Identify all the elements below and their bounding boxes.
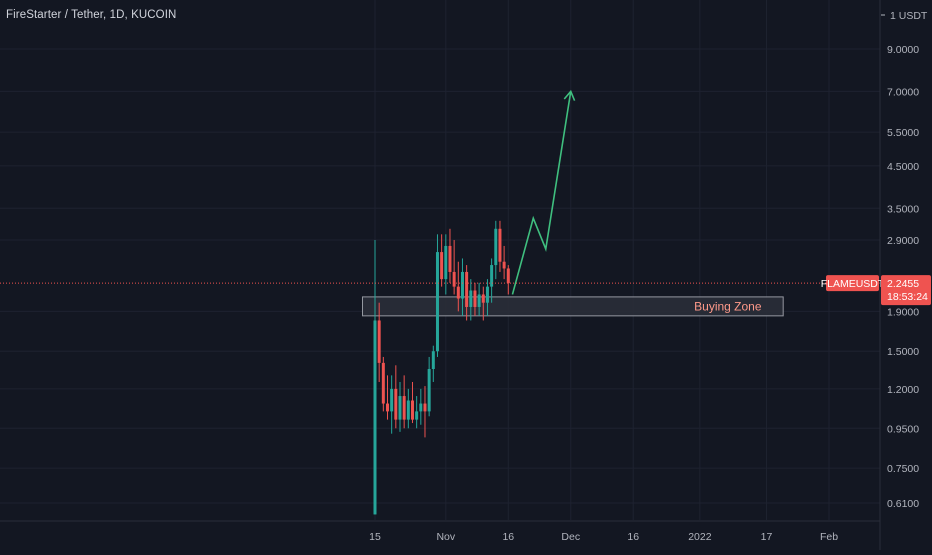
chart-title: FireStarter / Tether, 1D, KUCOIN — [6, 9, 177, 21]
time-tick-label: 16 — [502, 531, 514, 543]
candle-body — [373, 320, 377, 515]
candle-body — [494, 228, 498, 266]
symbol-tag-label: FLAMEUSDT — [821, 278, 885, 290]
price-axis-bg — [880, 0, 932, 550]
candle-body — [440, 252, 444, 280]
projection-path[interactable] — [511, 91, 572, 295]
time-tick-label: 15 — [369, 531, 381, 543]
candle-body — [477, 294, 481, 307]
candle-body — [423, 403, 427, 412]
price-tag-value: 2.2455 — [887, 278, 919, 290]
time-tick-label: 2022 — [688, 531, 712, 543]
candle-body — [502, 261, 506, 269]
candle-body — [398, 396, 402, 420]
candle-body — [431, 351, 435, 370]
candle-body — [490, 265, 494, 287]
candles — [373, 220, 510, 515]
candle-body — [381, 362, 385, 404]
candle-body — [390, 388, 394, 412]
time-tick-label: Dec — [561, 531, 580, 543]
projection-arrow[interactable] — [511, 89, 576, 295]
currency-label[interactable]: 1 USDT — [890, 10, 928, 22]
price-tag-countdown: 18:53:24 — [887, 291, 928, 303]
price-tick-label: 2.9000 — [887, 235, 919, 247]
candle-body — [435, 252, 439, 352]
candle-body — [394, 388, 398, 420]
candle-body — [377, 320, 381, 363]
candle-body — [460, 271, 464, 299]
price-tick-label: 4.5000 — [887, 161, 919, 173]
candle-body — [402, 396, 406, 420]
candle-body — [481, 294, 485, 303]
time-tick-label: Feb — [820, 531, 838, 543]
candle-body — [485, 286, 489, 303]
candle-body — [385, 403, 389, 412]
grid — [0, 0, 880, 520]
price-tick-label: 1.9000 — [887, 306, 919, 318]
price-tick-label: 0.9500 — [887, 423, 919, 435]
price-tag — [881, 275, 931, 306]
price-tick-label: 3.5000 — [887, 203, 919, 215]
buying-zone-label: Buying Zone — [694, 299, 762, 313]
candle-body — [419, 403, 423, 412]
time-tick-label: 16 — [627, 531, 639, 543]
candle-body — [465, 271, 469, 307]
price-tick-label: 0.6100 — [887, 498, 919, 510]
symbol-tag — [826, 275, 879, 292]
candle-body — [406, 400, 410, 420]
candle-body — [498, 228, 502, 262]
candle-body — [427, 369, 431, 412]
candle-body — [506, 268, 510, 284]
candle-body — [456, 286, 460, 299]
projection-arrowhead — [563, 89, 576, 101]
candle-body — [415, 411, 419, 420]
price-tick-label: 0.7500 — [887, 463, 919, 475]
price-tick-label: 9.0000 — [887, 44, 919, 56]
buying-zone[interactable]: Buying Zone — [362, 296, 784, 317]
candle-body — [410, 400, 414, 420]
time-tick-label: Nov — [436, 531, 455, 543]
candle-body — [473, 290, 477, 307]
price-tick-label: 1.2000 — [887, 384, 919, 396]
time-axis[interactable]: 15 Nov 16 Dec 16 2022 17 Feb — [0, 520, 880, 543]
price-axis[interactable]: 1 USDT 9.0000 7.0000 5.5000 4.5000 3.5000 2.90… — [879, 0, 932, 550]
price-tick-label: 5.5000 — [887, 127, 919, 139]
price-tick-label: 7.0000 — [887, 86, 919, 98]
time-tick-label: 17 — [761, 531, 773, 543]
candle-body — [448, 245, 452, 272]
candle-body — [444, 245, 448, 280]
candle-body — [452, 271, 456, 287]
candle-body — [469, 290, 473, 307]
price-tick-label: 1.5000 — [887, 346, 919, 358]
